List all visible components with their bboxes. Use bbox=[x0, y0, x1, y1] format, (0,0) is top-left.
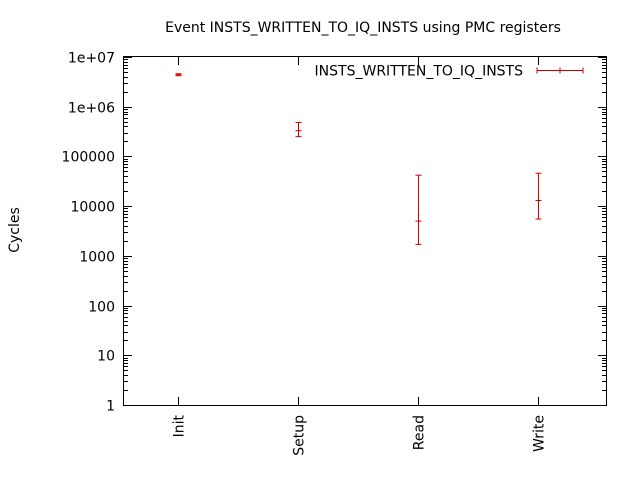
legend-label: INSTS_WRITTEN_TO_IQ_INSTS bbox=[315, 64, 524, 80]
x-tick-label: Write bbox=[532, 415, 548, 452]
data-series bbox=[175, 73, 542, 245]
error-bar bbox=[535, 172, 542, 220]
y-axis-label: Cycles bbox=[7, 207, 23, 253]
y-tick-label: 10000 bbox=[70, 200, 115, 216]
y-tick-label: 1e+07 bbox=[68, 51, 115, 67]
y-tick-label: 100000 bbox=[62, 150, 115, 166]
x-tick-label: Read bbox=[412, 415, 428, 450]
error-bar bbox=[175, 73, 182, 77]
y-tick-label: 1000 bbox=[79, 250, 115, 266]
x-axis: Init Setup Read Write bbox=[172, 57, 548, 456]
x-tick-label: Setup bbox=[292, 415, 308, 456]
error-bar bbox=[295, 122, 302, 138]
y-tick-label: 1 bbox=[106, 399, 115, 415]
plot-frame bbox=[123, 56, 607, 406]
x-tick-label: Init bbox=[172, 414, 188, 437]
error-bar bbox=[415, 174, 422, 245]
y-tick-label: 10 bbox=[97, 349, 115, 365]
legend: INSTS_WRITTEN_TO_IQ_INSTS bbox=[315, 64, 584, 80]
chart-title: Event INSTS_WRITTEN_TO_IQ_INSTS using PM… bbox=[165, 20, 561, 36]
y-tick-label: 1e+06 bbox=[68, 101, 115, 117]
y-axis: 1 10 100 1000 10000 100000 1e+06 1e+07 bbox=[62, 51, 606, 415]
y-tick-label: 100 bbox=[88, 300, 115, 316]
